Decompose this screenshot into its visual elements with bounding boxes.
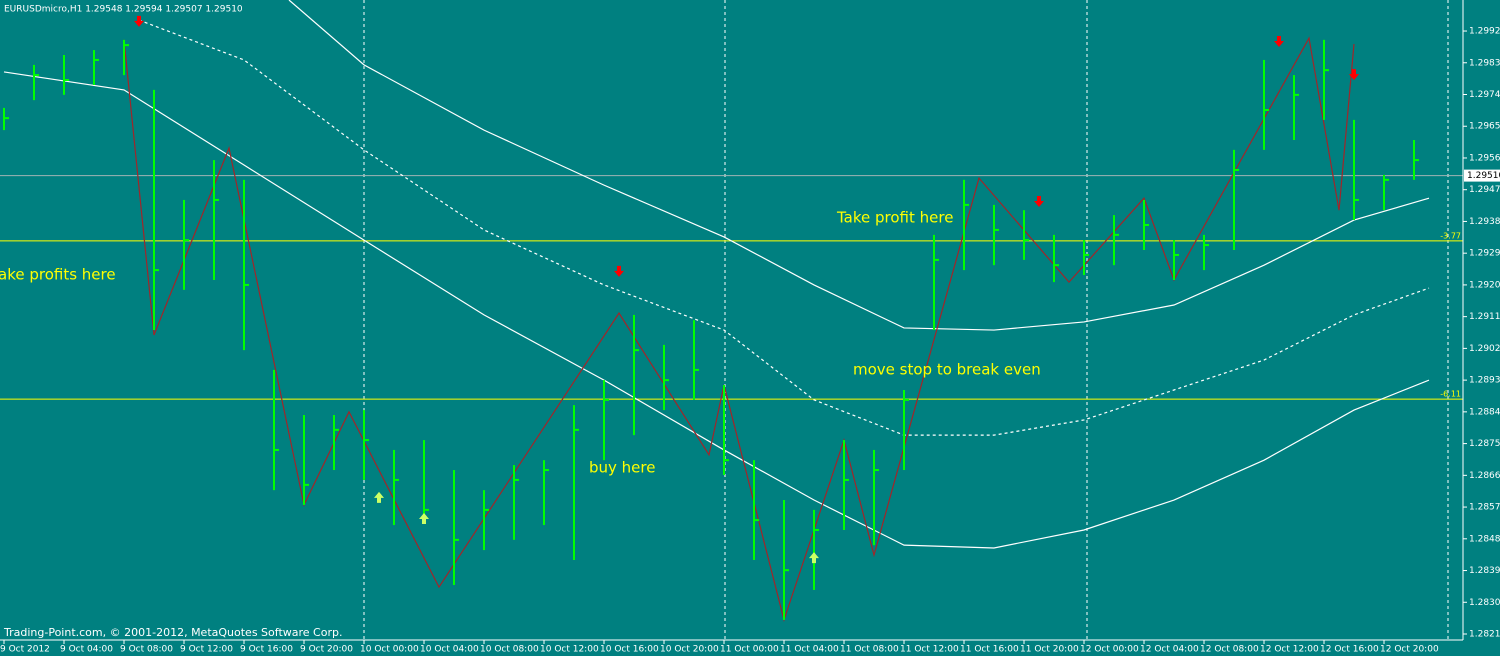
x-tick-label: 10 Oct 16:00	[600, 645, 659, 655]
y-tick-label: 1.29920	[1469, 27, 1500, 37]
header: EURUSDmicro,H1 1.29548 1.29594 1.29507 1…	[4, 5, 243, 15]
signal-arrow	[374, 491, 384, 503]
y-tick-label: 1.29110	[1469, 312, 1500, 322]
y-tick-label: 1.29830	[1469, 58, 1500, 68]
annotation: Take profit here	[836, 209, 953, 227]
x-tick-label: 12 Oct 16:00	[1320, 645, 1379, 655]
y-tick-label: 1.28570	[1469, 503, 1500, 513]
y-tick-label: 1.28750	[1469, 439, 1500, 449]
y-tick-label: 1.28840	[1469, 407, 1500, 417]
y-tick-label: 1.29380	[1469, 217, 1500, 227]
y-tick-label: 1.28300	[1469, 598, 1500, 608]
y-tick-label: 1.28480	[1469, 534, 1500, 544]
signal-arrow	[1274, 35, 1284, 47]
x-tick-label: 12 Oct 04:00	[1140, 645, 1199, 655]
x-tick-label: 9 Oct 12:00	[180, 645, 233, 655]
indicator-line	[288, 0, 1430, 331]
annotation: buy here	[589, 459, 655, 477]
signal-arrow	[809, 552, 819, 564]
level-label: -6.11	[1440, 390, 1461, 399]
y-tick-label: 1.28660	[1469, 471, 1500, 481]
price-tag	[1464, 169, 1500, 182]
annotation: ake profits here	[0, 266, 116, 284]
y-tick-label: 1.29740	[1469, 90, 1500, 100]
day-separators	[363, 0, 1449, 640]
x-tick-label: 9 Oct 16:00	[240, 645, 293, 655]
x-tick-label: 9 Oct 20:00	[300, 645, 353, 655]
y-tick-label: 1.29650	[1469, 122, 1500, 132]
y-tick-label: 1.29020	[1469, 344, 1500, 354]
x-tick-label: 9 Oct 08:00	[120, 645, 173, 655]
x-tick-label: 11 Oct 04:00	[780, 645, 839, 655]
footer: Trading-Point.com, © 2001-2012, MetaQuot…	[3, 626, 342, 639]
x-tick-label: 10 Oct 00:00	[360, 645, 419, 655]
y-tick-label: 1.29560	[1469, 153, 1500, 163]
x-tick-label: 11 Oct 20:00	[1020, 645, 1079, 655]
y-tick-label: 1.29290	[1469, 249, 1500, 259]
x-tick-label: 12 Oct 08:00	[1200, 645, 1259, 655]
x-tick-label: 11 Oct 16:00	[960, 645, 1019, 655]
x-tick-label: 12 Oct 20:00	[1380, 645, 1439, 655]
x-tick-label: 10 Oct 04:00	[420, 645, 479, 655]
signal-arrow	[1349, 69, 1359, 81]
signal-arrow	[1034, 196, 1044, 208]
x-tick-label: 11 Oct 12:00	[900, 645, 959, 655]
indicator-line	[138, 19, 1430, 436]
y-tick-label: 1.29200	[1469, 280, 1500, 290]
x-tick-label: 11 Oct 08:00	[840, 645, 899, 655]
signal-arrow	[419, 512, 429, 524]
y-tick-label: 1.29470	[1469, 185, 1500, 195]
x-tick-label: 10 Oct 20:00	[660, 645, 719, 655]
x-tick-label: 10 Oct 12:00	[540, 645, 599, 655]
plot	[0, 0, 1463, 623]
signal-arrow	[134, 15, 144, 27]
level-label: -3.77	[1440, 231, 1461, 240]
x-tick-label: 10 Oct 08:00	[480, 645, 539, 655]
y-tick-label: 1.28930	[1469, 376, 1500, 386]
signal-arrow	[614, 265, 624, 277]
indicator-line	[3, 71, 1430, 549]
annotation: move stop to break even	[853, 361, 1041, 379]
x-tick-label: 12 Oct 12:00	[1260, 645, 1319, 655]
price-tag-label: 1.29510	[1467, 171, 1500, 181]
x-tick-label: 9 Oct 2012	[0, 645, 50, 655]
x-tick-label: 12 Oct 00:00	[1080, 645, 1139, 655]
y-tick-label: 1.28390	[1469, 566, 1500, 576]
x-tick-label: 11 Oct 00:00	[720, 645, 779, 655]
y-tick-label: 1.28210	[1469, 630, 1500, 640]
x-tick-label: 9 Oct 04:00	[60, 645, 113, 655]
